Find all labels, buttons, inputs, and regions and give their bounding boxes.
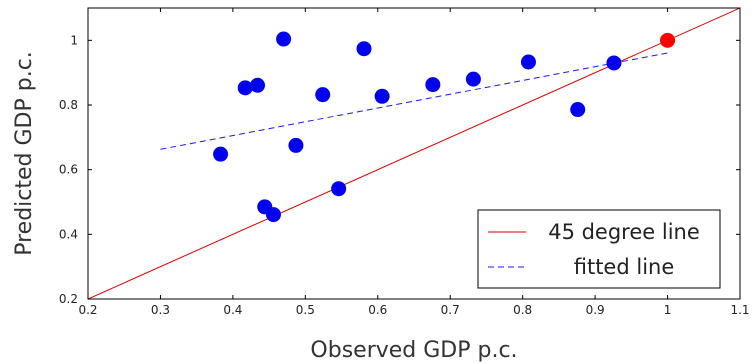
y-tick-label: 0.2	[59, 292, 78, 306]
data-point	[520, 54, 536, 70]
x-tick-label: 0.8	[513, 303, 532, 317]
y-tick-label: 1	[70, 33, 78, 47]
x-tick-label: 0.3	[151, 303, 170, 317]
series-line-fitted-line	[160, 52, 668, 150]
data-point	[250, 77, 266, 93]
x-tick-label: 0.2	[78, 303, 97, 317]
axis-ticks: 0.2 0.3 0.4 0.5 0.6 0.7 0.8 0.9 1 1.1 0.2 0.4 0.6 0.8…	[59, 8, 750, 317]
data-point	[465, 71, 481, 87]
data-point	[425, 77, 441, 93]
legend-box	[477, 209, 721, 289]
data-point	[356, 41, 372, 57]
series-line-45-degree-line	[88, 8, 740, 299]
series-lines	[88, 8, 740, 299]
data-points	[213, 31, 676, 223]
y-axis-title: Predicted GDP p.c.	[12, 51, 37, 256]
y-tick-label: 0.8	[59, 98, 78, 112]
x-axis-title: Observed GDP p.c.	[310, 338, 517, 363]
data-point	[660, 32, 676, 48]
plot-frame	[87, 7, 741, 300]
data-point	[606, 55, 622, 71]
data-point	[331, 181, 347, 197]
data-point	[276, 31, 292, 47]
legend-label-45-degree-line: 45 degree line	[548, 220, 700, 244]
x-tick-label: 0.7	[441, 303, 460, 317]
x-tick-label: 0.4	[223, 303, 242, 317]
data-point	[265, 207, 281, 223]
data-point	[374, 88, 390, 104]
data-point	[315, 87, 331, 103]
data-point	[213, 146, 229, 162]
x-tick-label: 1.1	[730, 303, 749, 317]
data-point	[570, 102, 586, 118]
legend: 45 degree line fitted line	[477, 209, 721, 289]
data-point	[288, 137, 304, 153]
x-tick-label: 0.6	[368, 303, 387, 317]
y-tick-label: 0.4	[59, 227, 78, 241]
legend-label-fitted-line: fitted line	[574, 255, 675, 279]
y-tick-label: 0.6	[59, 163, 78, 177]
x-tick-label: 0.9	[586, 303, 605, 317]
x-tick-label: 0.5	[296, 303, 315, 317]
data-point	[237, 80, 253, 96]
x-tick-label: 1	[664, 303, 672, 317]
